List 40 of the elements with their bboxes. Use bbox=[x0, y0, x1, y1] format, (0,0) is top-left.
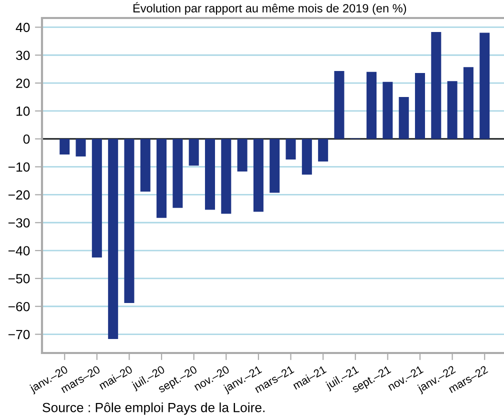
y-tick-label: −10 bbox=[8, 162, 30, 172]
bar bbox=[318, 138, 328, 162]
y-tick-label: 0 bbox=[23, 134, 30, 144]
bar bbox=[431, 32, 442, 139]
y-tick-label: −50 bbox=[8, 274, 30, 284]
bar bbox=[108, 138, 118, 340]
bar bbox=[188, 138, 199, 166]
bar bbox=[124, 138, 134, 304]
bar bbox=[156, 138, 167, 218]
bar bbox=[140, 138, 150, 192]
y-tick-label: −40 bbox=[8, 246, 30, 256]
bar bbox=[480, 32, 490, 139]
y-tick-label: −70 bbox=[8, 330, 30, 340]
bar bbox=[76, 138, 86, 156]
bar bbox=[398, 97, 409, 139]
y-tick-label: 40 bbox=[16, 22, 30, 32]
bar bbox=[270, 138, 280, 193]
bar bbox=[286, 138, 296, 160]
bar bbox=[382, 82, 393, 139]
bar bbox=[92, 138, 102, 258]
bar bbox=[221, 138, 232, 214]
y-tick-label: −20 bbox=[8, 190, 30, 200]
source-note: Source : Pôle emploi Pays de la Loire. bbox=[42, 402, 264, 415]
y-tick-label: 30 bbox=[16, 50, 30, 60]
bar bbox=[334, 71, 344, 139]
bar bbox=[447, 81, 458, 139]
y-tick-label: 20 bbox=[16, 78, 30, 88]
bar bbox=[463, 67, 474, 139]
bar bbox=[204, 138, 216, 210]
y-tick-label: −60 bbox=[8, 302, 30, 312]
bar bbox=[172, 138, 183, 208]
bar bbox=[253, 138, 264, 212]
bar bbox=[366, 72, 377, 139]
bar bbox=[302, 138, 312, 175]
bar bbox=[237, 138, 248, 172]
bar bbox=[414, 72, 426, 139]
chart-title: Évolution par rapport au même mois de 2019 (en %) bbox=[133, 2, 406, 15]
y-tick-label: −30 bbox=[8, 218, 30, 228]
bar bbox=[60, 138, 70, 155]
y-tick-label: 10 bbox=[16, 106, 30, 116]
